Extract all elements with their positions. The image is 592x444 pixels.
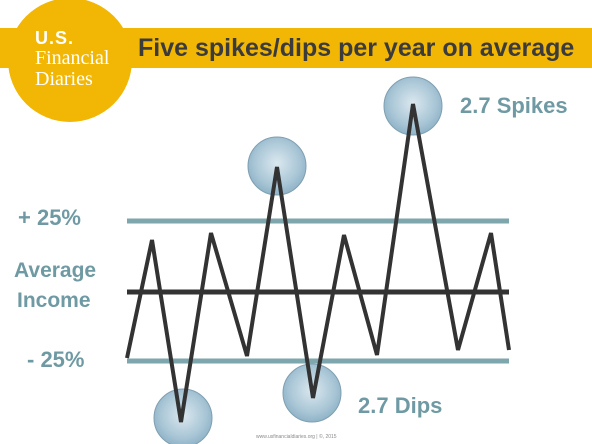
average-income-label-line2: Income <box>17 289 91 312</box>
logo: U.S. Financial Diaries <box>8 0 132 122</box>
spike-highlight-circle <box>247 136 307 196</box>
average-income-label-line1: Average <box>14 259 97 282</box>
spikes-label: 2.7 Spikes <box>460 93 568 118</box>
plus-25-label: + 25% <box>18 205 81 230</box>
income-fluctuation-line <box>125 103 511 423</box>
footer-url: www.usfinancialdiaries.org | ©, 2015 <box>256 434 337 440</box>
logo-financial-text: Financial <box>35 47 110 69</box>
logo-us-text: U.S. <box>35 28 75 48</box>
minus-25-label: - 25% <box>27 347 85 372</box>
logo-diaries-text: Diaries <box>35 68 93 90</box>
dips-label: 2.7 Dips <box>358 393 443 418</box>
page-title: Five spikes/dips per year on average <box>138 34 575 62</box>
